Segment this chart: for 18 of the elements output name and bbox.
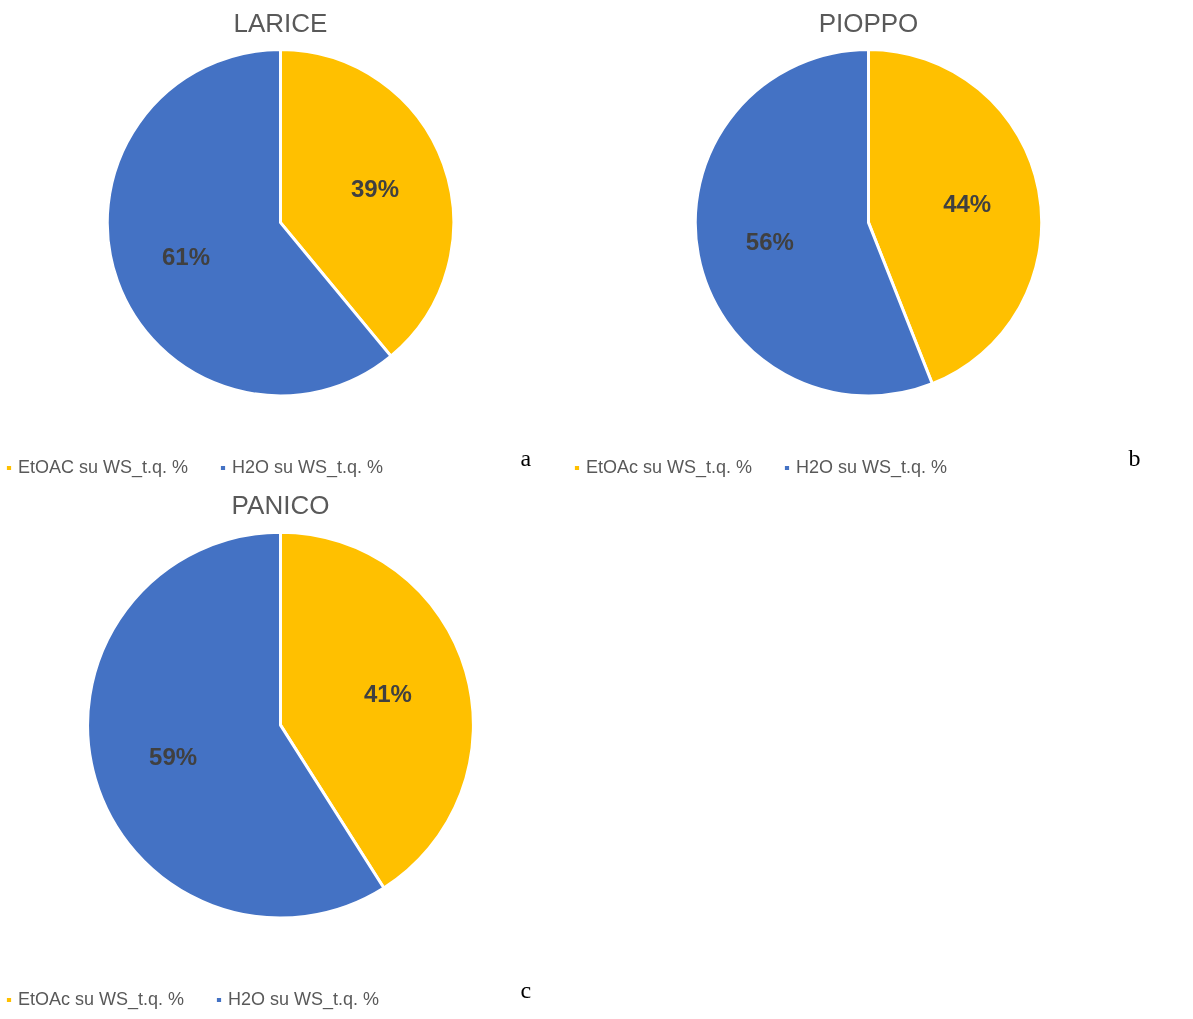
legend-label: H2O su WS_t.q. % (232, 457, 384, 478)
data-label: 41% (363, 680, 412, 708)
data-label: 44% (943, 190, 992, 218)
legend-label: EtOAC su WS_t.q. % (18, 457, 189, 478)
text: a (520, 444, 532, 471)
text: b (1128, 444, 1141, 471)
chart-title: PANICO (231, 489, 330, 520)
data-label: 56% (745, 227, 794, 255)
legend-label: EtOAc su WS_t.q. % (18, 989, 185, 1010)
text: c (520, 976, 532, 1003)
chart-title: PIOPPO (818, 7, 919, 38)
data-label: 39% (351, 175, 400, 203)
data-label: 61% (161, 243, 210, 271)
chart-title: LARICE (233, 7, 328, 38)
legend-label: H2O su WS_t.q. % (796, 457, 948, 478)
legend-label: EtOAc su WS_t.q. % (586, 457, 753, 478)
data-label: 59% (149, 742, 198, 770)
legend-label: H2O su WS_t.q. % (228, 989, 380, 1010)
